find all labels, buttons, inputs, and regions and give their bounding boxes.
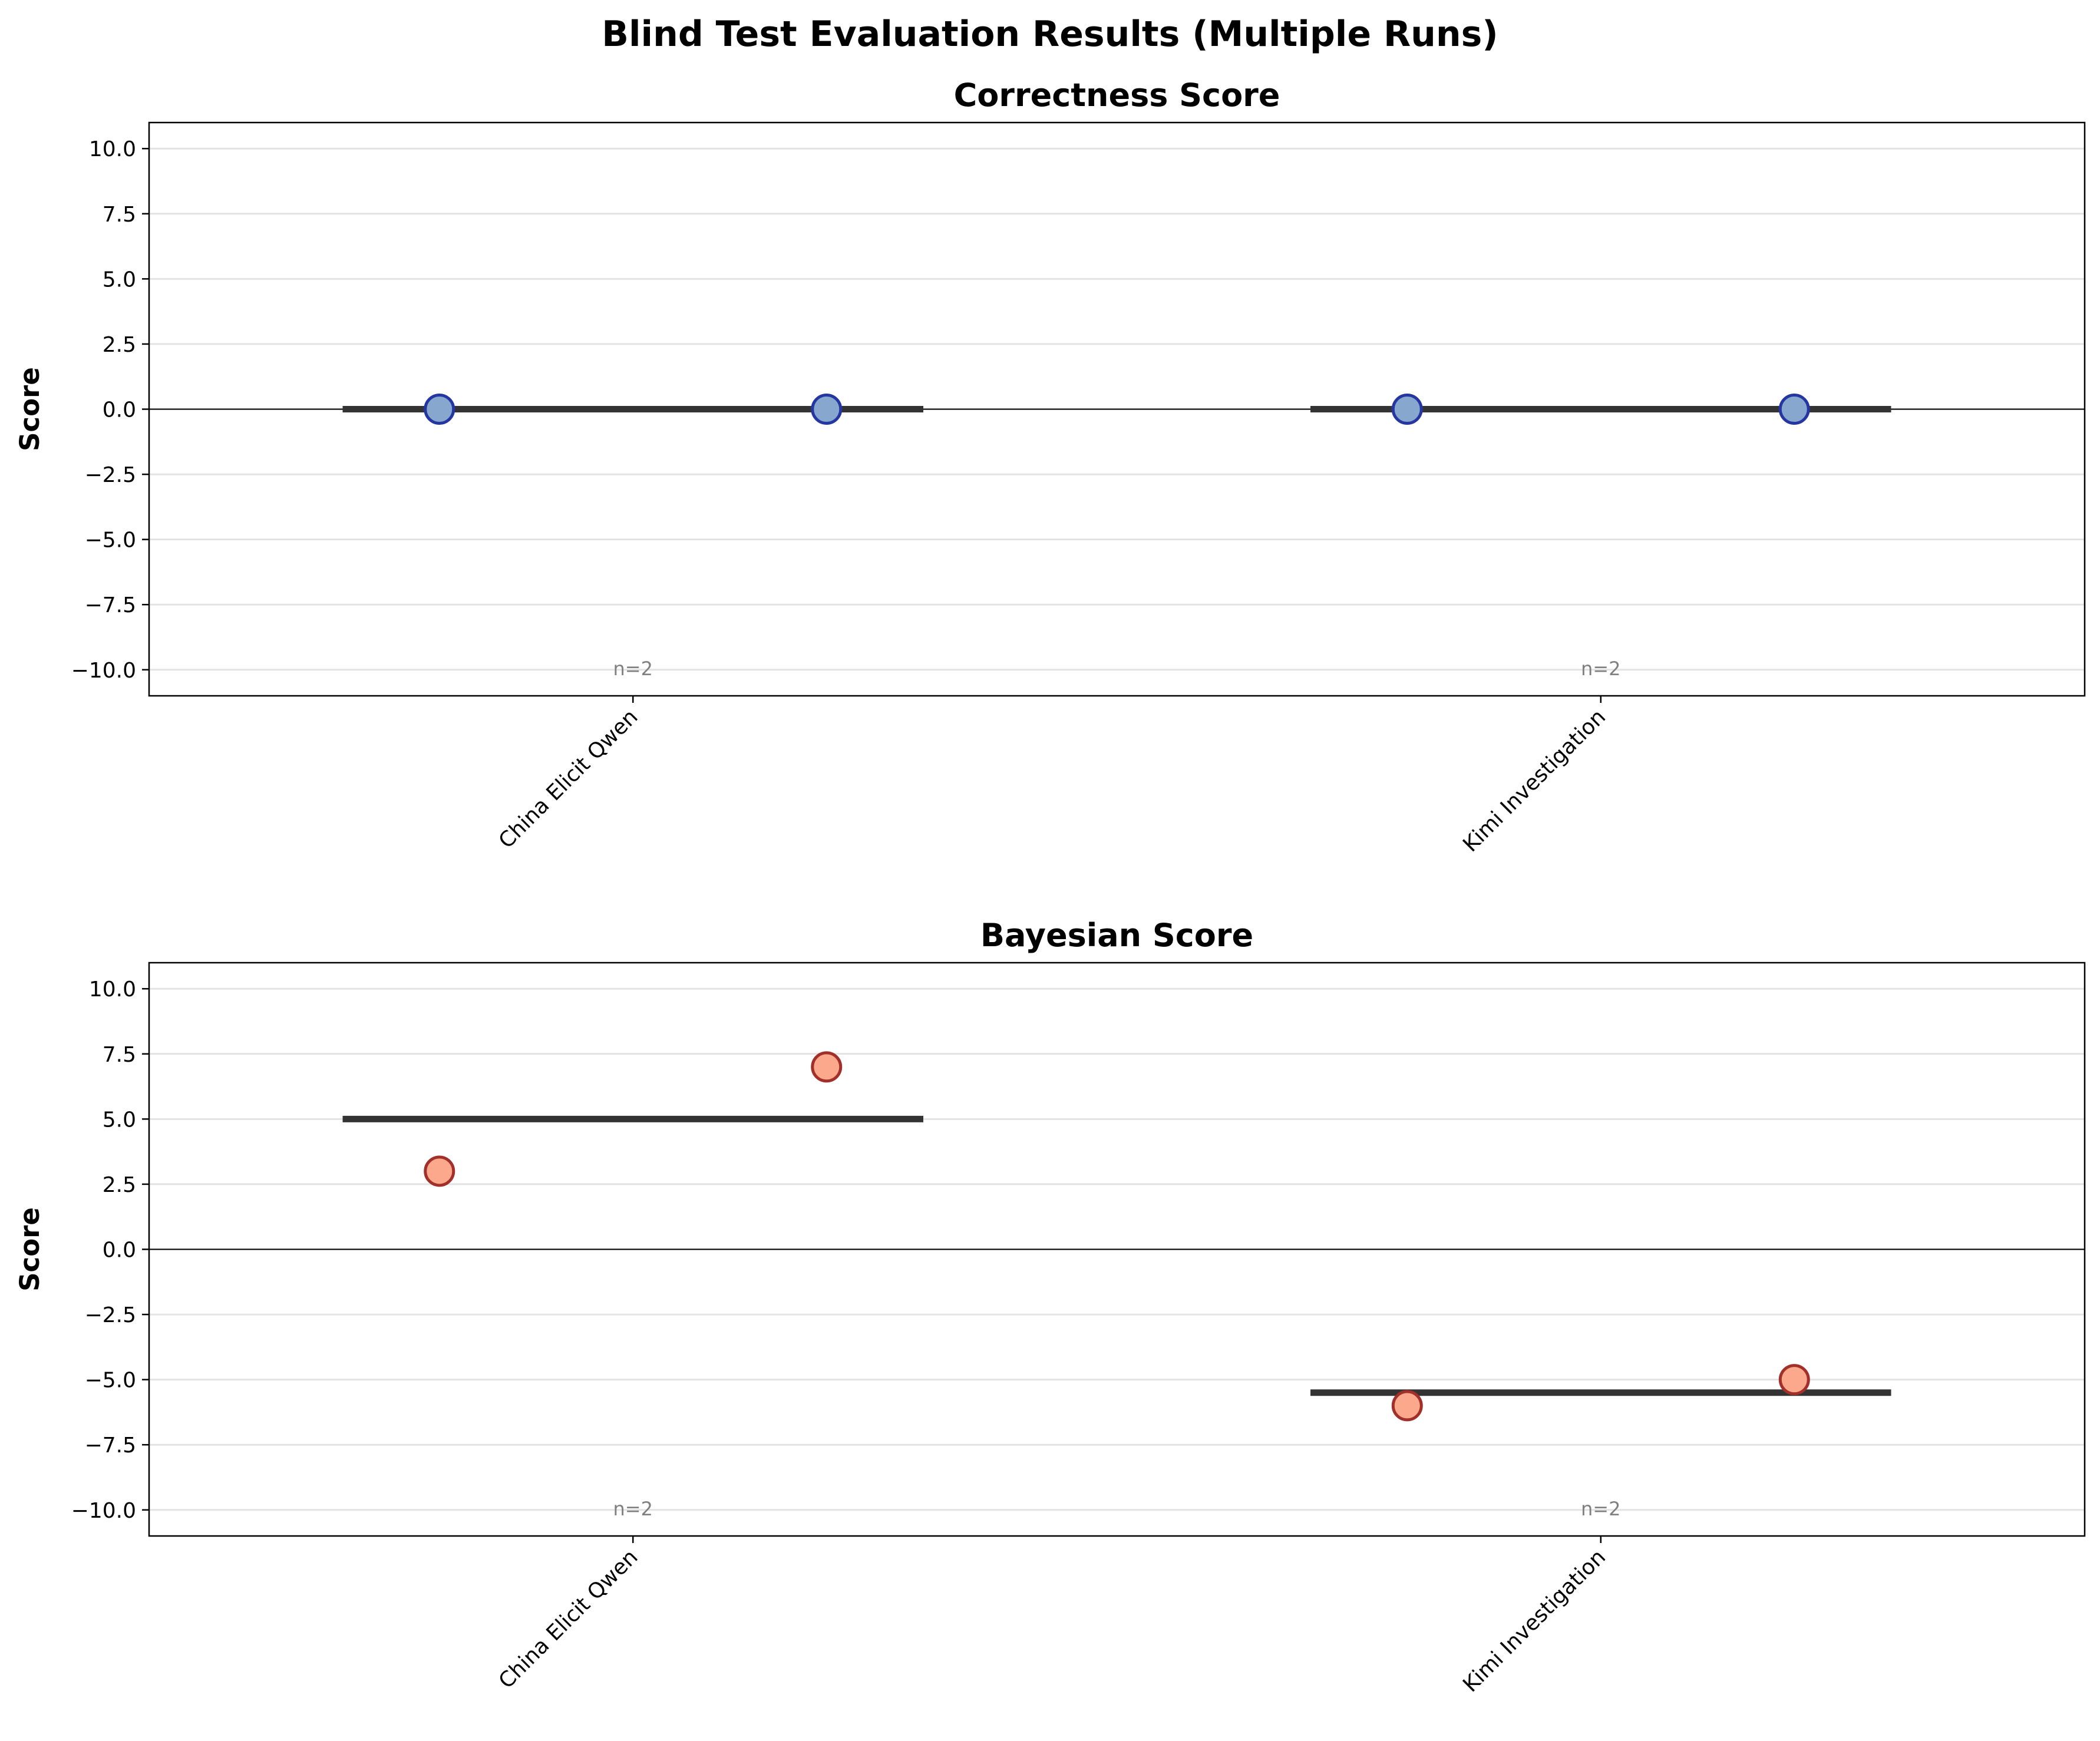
y-axis-label: Score [14, 1207, 45, 1291]
data-point [424, 1155, 455, 1187]
y-tick-label: 7.5 [103, 203, 136, 227]
data-point [1778, 1364, 1810, 1396]
sample-size-label: n=2 [1581, 1498, 1620, 1520]
y-tick-label: 0.0 [103, 1238, 136, 1263]
panel-title: Bayesian Score [980, 917, 1253, 954]
y-tick-label: −7.5 [85, 593, 136, 617]
y-tick-label: 5.0 [103, 267, 136, 292]
plot-frame [148, 962, 2086, 1537]
y-tick-label: 7.5 [103, 1043, 136, 1067]
sample-size-label: n=2 [613, 1498, 653, 1520]
y-tick-label: 10.0 [89, 977, 136, 1002]
sample-size-label: n=2 [613, 658, 653, 680]
data-point [811, 1051, 843, 1083]
y-tick-label: −10.0 [71, 1499, 136, 1523]
data-point [1391, 1390, 1423, 1422]
y-tick-label: −10.0 [71, 659, 136, 683]
panel-title: Correctness Score [954, 77, 1280, 114]
y-tick-label: 5.0 [103, 1108, 136, 1132]
y-tick-label: 10.0 [89, 137, 136, 161]
plot-frame [148, 121, 2086, 697]
sample-size-label: n=2 [1581, 658, 1620, 680]
y-tick-label: −5.0 [85, 528, 136, 553]
y-tick-label: −2.5 [85, 463, 136, 487]
data-point [1778, 394, 1810, 425]
figure-title: Blind Test Evaluation Results (Multiple … [602, 14, 1498, 55]
y-tick-label: 2.5 [103, 1173, 136, 1197]
y-tick-label: −5.0 [85, 1369, 136, 1393]
data-point [811, 394, 843, 425]
data-point [424, 394, 455, 425]
y-tick-label: 2.5 [103, 333, 136, 357]
y-tick-label: −7.5 [85, 1433, 136, 1458]
data-point [1391, 394, 1423, 425]
y-tick-label: −2.5 [85, 1303, 136, 1327]
y-tick-label: 0.0 [103, 398, 136, 422]
y-axis-label: Score [14, 367, 45, 451]
